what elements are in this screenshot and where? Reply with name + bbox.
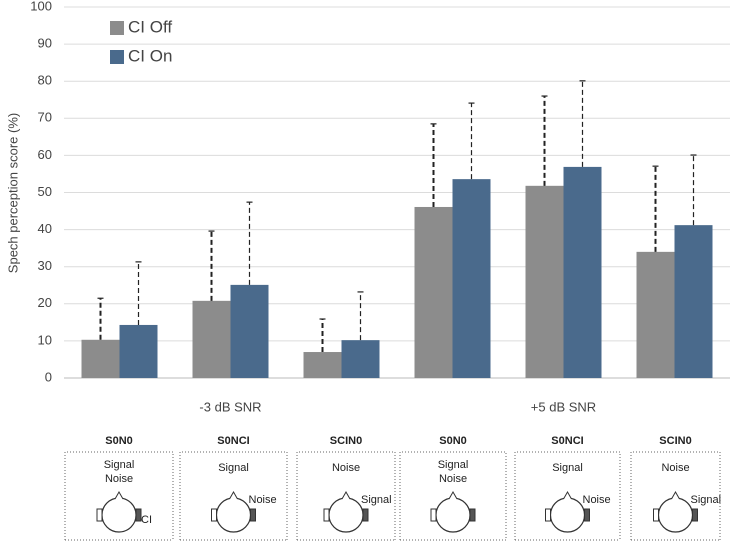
diagram-text: Signal xyxy=(438,459,469,471)
bar xyxy=(674,225,713,378)
y-tick-label: 0 xyxy=(45,369,52,384)
legend-swatch xyxy=(110,21,124,35)
bar xyxy=(341,340,380,378)
y-tick-label: 70 xyxy=(38,110,52,125)
bar xyxy=(414,206,453,378)
left-ear xyxy=(653,508,659,522)
y-tick-label: 90 xyxy=(38,36,52,51)
y-tick-label: 30 xyxy=(38,258,52,273)
diagram-side: Noise xyxy=(583,494,611,506)
y-tick-label: 10 xyxy=(38,332,52,347)
y-tick-label: 50 xyxy=(38,184,52,199)
diagram-title: S0NCI xyxy=(551,435,583,447)
ci-ear xyxy=(250,508,256,522)
y-tick-label: 80 xyxy=(38,73,52,88)
head xyxy=(435,497,471,533)
group-label: +5 dB SNR xyxy=(531,399,596,414)
diagram-text: Signal xyxy=(104,459,135,471)
diagram-text: Noise xyxy=(332,462,360,474)
ci-ear xyxy=(692,508,698,522)
bar xyxy=(525,185,564,378)
diagram-box xyxy=(64,451,174,540)
left-ear xyxy=(323,508,330,522)
bar xyxy=(563,166,602,378)
legend-label: CI On xyxy=(128,46,172,65)
diagram-title: S0NCI xyxy=(217,435,249,447)
diagram-text: Noise xyxy=(661,462,689,474)
diagram-title: SCIN0 xyxy=(659,435,691,447)
left-ear xyxy=(96,508,103,522)
left-ear xyxy=(545,508,551,522)
bar xyxy=(636,251,675,378)
ci-ear xyxy=(469,508,476,522)
head xyxy=(215,497,252,533)
diagram-box xyxy=(630,451,721,540)
left-ear xyxy=(430,508,437,522)
diagram-side: Noise xyxy=(249,494,277,506)
diagram-side: Signal xyxy=(691,494,722,506)
diagram-box xyxy=(399,451,507,540)
diagram-title: SCIN0 xyxy=(330,435,362,447)
y-tick-label: 100 xyxy=(30,0,52,13)
bar xyxy=(119,324,158,378)
left-ear xyxy=(211,508,217,522)
y-tick-label: 20 xyxy=(38,295,52,310)
nose xyxy=(563,490,572,500)
ci-ear xyxy=(362,508,369,522)
nose xyxy=(671,490,680,500)
diagram-text: Signal xyxy=(552,462,583,474)
diagram-title: S0N0 xyxy=(439,435,467,447)
nose xyxy=(341,490,351,500)
nose xyxy=(114,490,124,500)
head xyxy=(101,497,137,533)
y-tick-label: 40 xyxy=(38,221,52,236)
diagram-text: Noise xyxy=(439,473,467,485)
head xyxy=(657,497,694,533)
ci-ear xyxy=(584,508,590,522)
bar xyxy=(81,339,120,378)
head xyxy=(549,497,586,533)
legend-label: CI Off xyxy=(128,17,172,36)
nose xyxy=(229,490,238,500)
legend-swatch xyxy=(110,50,124,64)
bar xyxy=(192,300,231,378)
diagram-side: Signal xyxy=(361,494,392,506)
ci-ear xyxy=(135,508,142,522)
y-tick-label: 60 xyxy=(38,147,52,162)
diagram-box xyxy=(179,451,288,540)
head xyxy=(328,497,364,533)
diagram-text: Noise xyxy=(105,473,133,485)
diagram-ci: CI xyxy=(141,514,152,526)
group-label: -3 dB SNR xyxy=(199,399,261,414)
nose xyxy=(448,490,458,500)
bar xyxy=(303,352,342,378)
y-axis-label: Spech perception score (%) xyxy=(5,113,20,273)
diagram-title: S0N0 xyxy=(105,435,133,447)
diagram-text: Signal xyxy=(218,462,249,474)
diagram-box xyxy=(514,451,621,540)
bar xyxy=(230,284,269,378)
bar xyxy=(452,179,491,378)
